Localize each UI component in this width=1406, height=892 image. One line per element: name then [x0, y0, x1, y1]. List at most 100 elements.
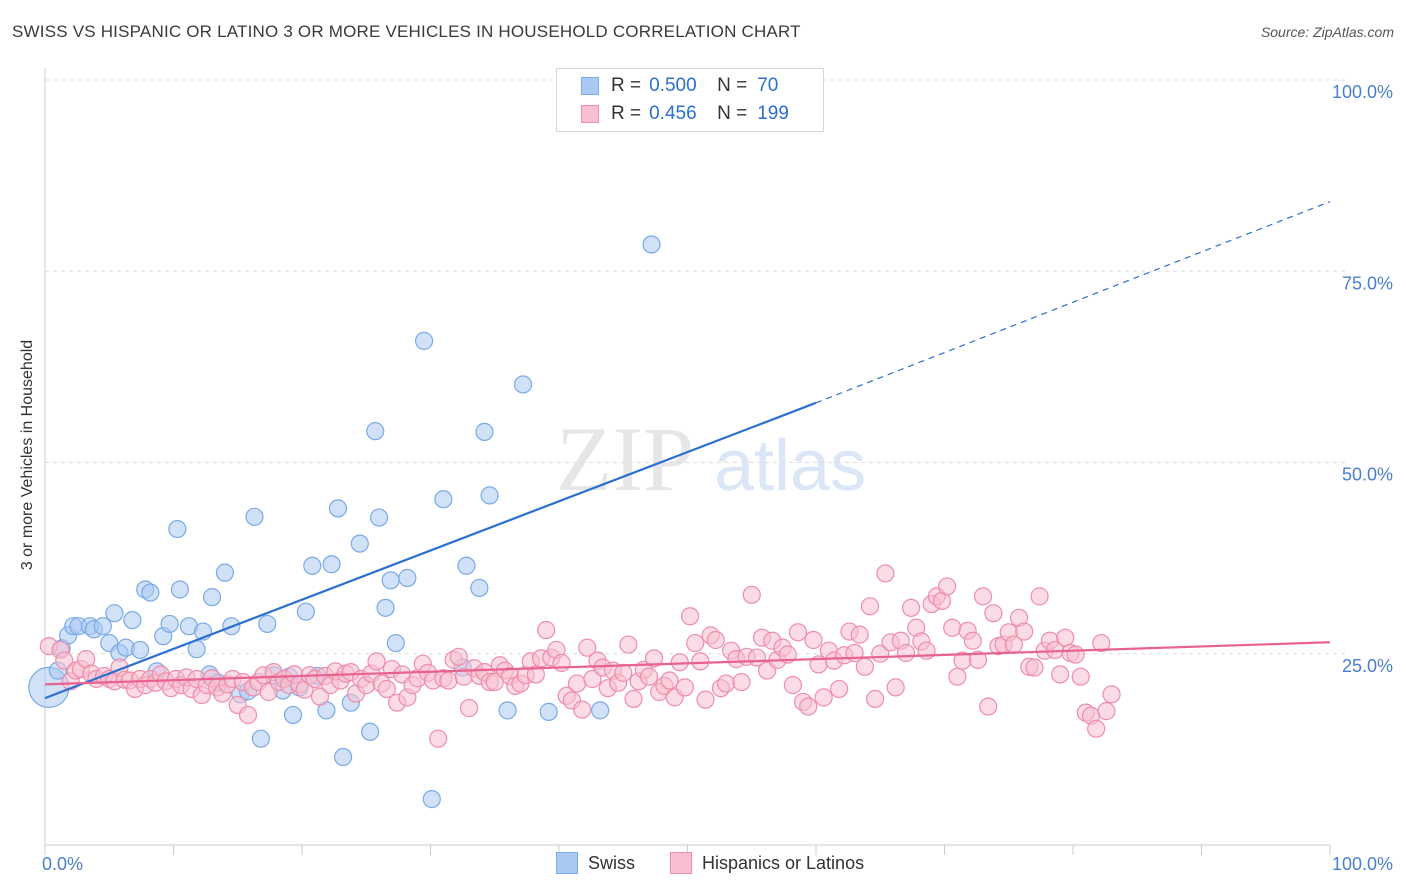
- hispanic-point: [937, 577, 957, 596]
- hispanic-point: [860, 597, 880, 616]
- hispanic-point: [1087, 719, 1106, 738]
- swiss-point: [258, 614, 277, 634]
- hispanic-swatch: [670, 852, 692, 874]
- hispanic-point: [670, 653, 689, 672]
- swiss-point: [376, 598, 395, 617]
- hispanic-point: [855, 657, 874, 676]
- hispanic-point: [1015, 622, 1034, 641]
- hispanic-point: [583, 669, 602, 689]
- swiss-point: [123, 610, 142, 630]
- hispanic-point: [1056, 628, 1075, 647]
- legend-row-hispanic: R = 0.456 N = 199: [581, 102, 789, 126]
- swiss-point: [480, 486, 499, 505]
- hispanic-point: [1051, 665, 1070, 684]
- r-label: R =: [611, 103, 642, 124]
- hispanic-point: [901, 598, 921, 617]
- swiss-point: [170, 580, 190, 599]
- swiss-point: [322, 555, 341, 574]
- x-tick-label: 100.0%: [1332, 854, 1393, 874]
- hispanic-point: [963, 631, 982, 650]
- hispanic-point: [804, 630, 823, 650]
- swiss-point: [130, 640, 150, 660]
- swiss-point: [93, 617, 112, 636]
- swiss-point: [434, 490, 453, 509]
- hispanic-point: [943, 618, 962, 637]
- swiss-point: [475, 422, 494, 441]
- hispanic-point: [696, 690, 715, 709]
- trend-lines: [44, 201, 1331, 700]
- y-tick-label: 100.0%: [1332, 82, 1393, 102]
- hispanic-point: [55, 651, 74, 670]
- hispanic-point: [686, 633, 705, 653]
- hispanic-point: [948, 667, 967, 686]
- hispanic-point: [691, 652, 710, 671]
- hispanic-point: [886, 678, 905, 697]
- y-tick-label: 50.0%: [1342, 465, 1393, 485]
- hispanic-point: [896, 643, 916, 663]
- hispanic-trend-line: [44, 641, 1331, 686]
- hispanic-point: [660, 671, 679, 690]
- hispanic-point: [876, 564, 895, 583]
- hispanic-point: [377, 679, 396, 699]
- hispanic-point: [979, 697, 998, 716]
- hispanic-point: [1092, 633, 1111, 653]
- hispanic-point: [732, 672, 751, 692]
- hispanic-point: [783, 676, 802, 695]
- r-value: 0.456: [649, 103, 697, 124]
- hispanic-point: [850, 625, 869, 644]
- correlation-legend: R = 0.500 N = 70 R = 0.456 N = 199: [556, 68, 824, 132]
- hispanic-point: [788, 623, 808, 642]
- swiss-point: [168, 519, 187, 539]
- hispanic-point: [984, 604, 1003, 623]
- hispanic-point: [619, 635, 638, 654]
- series-legend: Swiss Hispanics or Latinos: [0, 852, 1406, 878]
- swiss-point: [539, 702, 558, 721]
- swiss-point: [422, 789, 441, 809]
- n-value: 70: [757, 75, 779, 96]
- legend-label-hispanic: Hispanics or Latinos: [702, 852, 865, 873]
- hispanic-swatch: [581, 105, 599, 123]
- hispanic-point: [1025, 658, 1044, 677]
- hispanic-point: [367, 652, 386, 671]
- hispanic-point: [429, 729, 448, 748]
- swiss-point: [202, 588, 222, 607]
- hispanic-point: [439, 671, 458, 690]
- hispanic-point: [680, 607, 700, 626]
- hispanic-point: [1102, 685, 1121, 704]
- hispanic-point: [1097, 702, 1116, 721]
- hispanic-point: [675, 678, 695, 697]
- grid: [45, 79, 1348, 655]
- swiss-trend-extension: [815, 201, 1331, 404]
- swiss-point: [141, 583, 160, 602]
- swiss-point: [366, 422, 385, 441]
- swiss-point: [370, 508, 389, 527]
- hispanic-point: [1066, 645, 1085, 664]
- hispanic-point: [973, 587, 993, 606]
- hispanic-point: [1071, 667, 1090, 686]
- hispanic-point: [716, 674, 736, 693]
- legend-item-hispanic[interactable]: Hispanics or Latinos: [670, 852, 864, 874]
- n-value: 199: [757, 103, 789, 124]
- swiss-point: [350, 534, 369, 553]
- x-tick-label: 0.0%: [42, 854, 83, 874]
- watermark-atlas: atlas: [714, 426, 866, 506]
- hispanic-point: [449, 647, 468, 666]
- r-label: R =: [611, 75, 642, 96]
- swiss-point: [303, 556, 322, 575]
- swiss-point: [215, 563, 234, 582]
- hispanic-point: [830, 679, 849, 699]
- hispanic-point: [526, 665, 545, 684]
- hispanic-point: [814, 688, 833, 707]
- swiss-point: [296, 602, 315, 621]
- legend-item-swiss[interactable]: Swiss: [556, 852, 635, 874]
- hispanic-point: [866, 689, 885, 708]
- swiss-point: [245, 507, 264, 526]
- n-label: N =: [717, 103, 748, 124]
- y-tick-label: 75.0%: [1342, 273, 1393, 293]
- legend-label-swiss: Swiss: [588, 852, 636, 873]
- swiss-point: [334, 747, 353, 767]
- hispanic-point: [778, 645, 797, 664]
- swiss-point: [642, 235, 661, 254]
- hispanic-point: [578, 638, 597, 657]
- hispanic-point: [573, 700, 592, 719]
